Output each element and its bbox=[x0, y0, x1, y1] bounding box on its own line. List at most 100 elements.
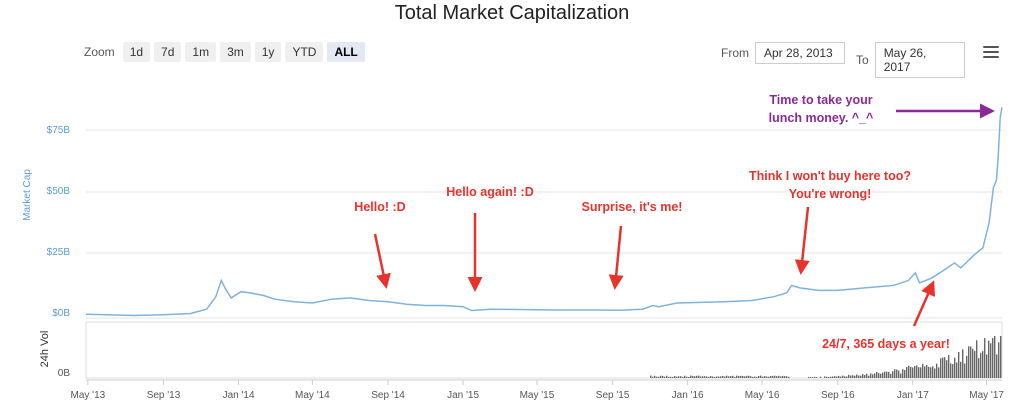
volume-bar bbox=[862, 374, 863, 378]
volume-bar bbox=[892, 371, 893, 378]
volume-bar bbox=[702, 376, 703, 378]
volume-bar bbox=[994, 336, 995, 378]
volume-bar bbox=[778, 376, 779, 378]
volume-bar bbox=[788, 377, 789, 378]
volume-bar bbox=[696, 376, 697, 378]
xtick-label: Sep '13 bbox=[147, 390, 181, 401]
volume-bar bbox=[992, 338, 993, 378]
volume-bar bbox=[840, 377, 841, 378]
volume-bar bbox=[1000, 336, 1001, 378]
xtick-label: May '17 bbox=[969, 390, 1004, 401]
volume-bar bbox=[810, 377, 811, 378]
volume-bar bbox=[678, 376, 679, 378]
volume-bar bbox=[736, 376, 737, 378]
volume-bar bbox=[670, 377, 671, 378]
volume-bar bbox=[656, 377, 657, 378]
volume-bar bbox=[864, 375, 865, 378]
volume-bar bbox=[896, 370, 897, 378]
volume-bar bbox=[906, 367, 907, 378]
volume-bar bbox=[668, 377, 669, 378]
volume-bar bbox=[968, 346, 969, 378]
ytick-2: $50B bbox=[47, 186, 71, 197]
ytick-1: $25B bbox=[47, 247, 71, 258]
xtick-label: Jan '14 bbox=[223, 390, 255, 401]
volume-tick-0: 0B bbox=[58, 368, 71, 379]
volume-bar bbox=[784, 376, 785, 378]
volume-bar bbox=[682, 377, 683, 378]
xtick-label: May '14 bbox=[295, 390, 330, 401]
volume-bar bbox=[764, 376, 765, 378]
volume-bar bbox=[980, 353, 981, 378]
annotation-text: Hello! :D bbox=[354, 200, 405, 214]
volume-bar bbox=[942, 358, 943, 378]
volume-bar bbox=[680, 376, 681, 378]
volume-bar bbox=[922, 364, 923, 378]
volume-bar bbox=[850, 376, 851, 378]
volume-bar bbox=[688, 377, 689, 378]
annotation-text: Surprise, it's me! bbox=[582, 200, 683, 214]
volume-bar bbox=[752, 377, 753, 378]
volume-bar bbox=[902, 369, 903, 378]
volume-bar bbox=[780, 376, 781, 378]
volume-bar bbox=[944, 357, 945, 378]
volume-bar bbox=[838, 376, 839, 378]
volume-bar bbox=[708, 377, 709, 378]
volume-bar bbox=[848, 375, 849, 378]
volume-bar bbox=[858, 375, 859, 378]
volume-bar bbox=[744, 376, 745, 378]
volume-bar bbox=[738, 376, 739, 378]
volume-bar bbox=[962, 349, 963, 378]
volume-bar bbox=[890, 374, 891, 378]
x-axis-ticks: May '13 Sep '13 Jan '14 May '14 Sep '14 Jan '… bbox=[70, 380, 1004, 401]
volume-bar bbox=[932, 366, 933, 378]
volume-bar bbox=[732, 376, 733, 378]
volume-bar bbox=[988, 341, 989, 378]
volume-bar bbox=[990, 343, 991, 378]
volume-bar bbox=[914, 366, 915, 378]
volume-bar bbox=[940, 358, 941, 378]
volume-bar bbox=[908, 366, 909, 378]
volume-bar bbox=[966, 356, 967, 378]
xtick-label: May '13 bbox=[70, 390, 105, 401]
volume-bar bbox=[660, 376, 661, 378]
volume-bar bbox=[950, 363, 951, 378]
volume-bar bbox=[676, 377, 677, 378]
xtick-label: Jan '17 bbox=[897, 390, 929, 401]
volume-bar bbox=[720, 376, 721, 378]
volume-bar bbox=[946, 360, 947, 378]
volume-bar bbox=[662, 376, 663, 378]
volume-bar bbox=[768, 377, 769, 378]
volume-bar bbox=[774, 376, 775, 378]
annotation-text: Time to take your bbox=[769, 93, 872, 107]
volume-bar bbox=[930, 367, 931, 378]
annotation-arrow bbox=[914, 283, 933, 326]
volume-bar bbox=[974, 351, 975, 378]
xtick-label: Sep '15 bbox=[596, 390, 630, 401]
volume-bar bbox=[826, 377, 827, 378]
volume-bar bbox=[782, 376, 783, 378]
volume-bar bbox=[814, 377, 815, 378]
xtick-label: Sep '16 bbox=[821, 390, 855, 401]
volume-bar bbox=[760, 376, 761, 378]
volume-bar bbox=[844, 376, 845, 378]
volume-bar bbox=[730, 376, 731, 378]
annotation-arrow bbox=[801, 207, 808, 272]
volume-bar bbox=[982, 351, 983, 378]
xtick-label: Sep '14 bbox=[371, 390, 405, 401]
volume-bar bbox=[860, 376, 861, 378]
volume-bar bbox=[880, 374, 881, 378]
volume-bar bbox=[936, 364, 937, 378]
volume-bar bbox=[888, 372, 889, 378]
volume-bar bbox=[874, 373, 875, 378]
xtick-label: Jan '15 bbox=[447, 390, 479, 401]
ytick-0: $0B bbox=[52, 308, 70, 319]
volume-bar bbox=[684, 376, 685, 378]
volume-bar bbox=[718, 377, 719, 378]
volume-bar bbox=[920, 367, 921, 378]
volume-bar bbox=[996, 354, 997, 378]
volume-bar bbox=[934, 368, 935, 378]
volume-bar bbox=[726, 376, 727, 378]
volume-bar bbox=[712, 376, 713, 378]
volume-bar bbox=[970, 347, 971, 378]
